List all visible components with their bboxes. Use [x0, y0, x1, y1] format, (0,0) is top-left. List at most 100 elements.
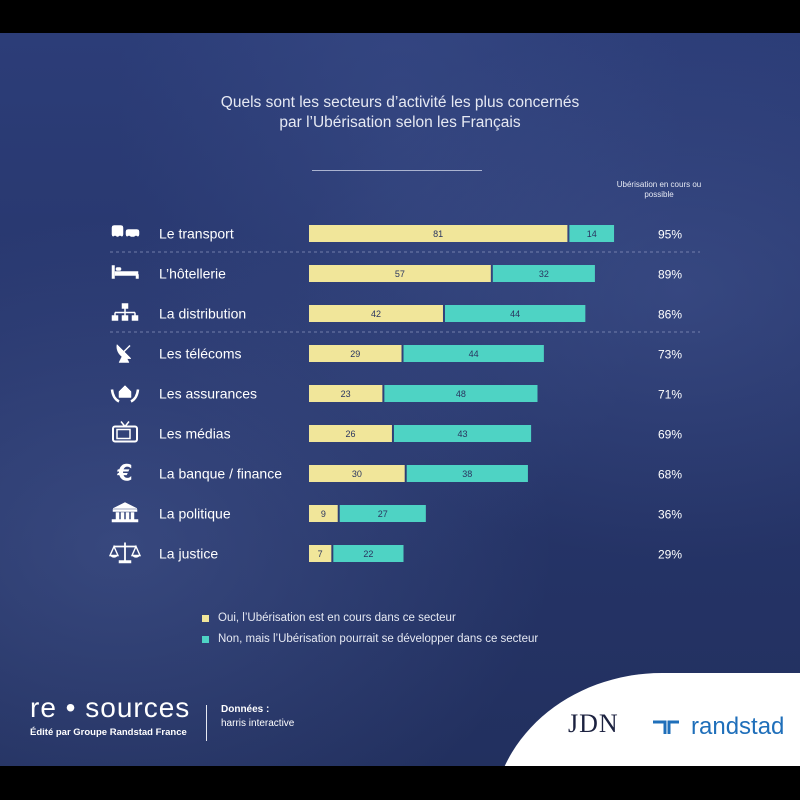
chart-title-line-2: par l’Ubérisation selon les Français — [279, 114, 521, 131]
svg-text:€: € — [116, 462, 132, 487]
bar-label-non: 22 — [363, 549, 373, 559]
legend-item-oui: Oui, l’Ubérisation est en cours dans ce … — [202, 608, 538, 629]
bar-label-oui: 9 — [321, 509, 326, 519]
category-icons: € — [108, 225, 142, 564]
bar-label-non: 43 — [458, 429, 468, 439]
bar-segment-oui — [309, 265, 491, 282]
bar-segment-non — [339, 505, 426, 522]
bar-segment-oui — [309, 305, 443, 322]
source-value: harris interactive — [221, 718, 295, 729]
bar-row: La politique 9 27 36% — [159, 505, 682, 522]
legend-item-non: Non, mais l’Ubérisation pourrait se déve… — [202, 629, 538, 650]
satellite-dish-icon — [116, 343, 132, 363]
bar-label-oui: 30 — [352, 469, 362, 479]
category-label: La politique — [159, 506, 231, 522]
bar-label-non: 38 — [462, 469, 472, 479]
legend: Oui, l’Ubérisation est en cours dans ce … — [202, 608, 538, 650]
bar-label-oui: 81 — [433, 229, 443, 239]
bar-row: La justice 7 22 29% — [159, 545, 682, 562]
bar-segment-non — [393, 425, 532, 442]
bar-segment-oui — [309, 345, 402, 362]
bar-segment-oui — [309, 465, 405, 482]
data-source: Données : harris interactive — [221, 703, 294, 731]
network-icon — [111, 303, 139, 321]
total-percent: 69% — [658, 428, 682, 442]
category-label: Les assurances — [159, 386, 257, 402]
bar-label-non: 44 — [469, 349, 479, 359]
total-column-header: Ubérisation en cours ou possible — [616, 180, 702, 199]
category-label: La distribution — [159, 306, 246, 322]
category-label: Les médias — [159, 426, 231, 442]
bar-row: Les médias 26 43 69% — [159, 425, 682, 442]
bar-label-non: 14 — [587, 229, 597, 239]
stacked-bar-chart: € Le transport 81 14 95% L’hôtellerie 57 32 89%… — [108, 225, 700, 564]
bar-label-oui: 42 — [371, 309, 381, 319]
total-percent: 86% — [658, 308, 682, 322]
bar-segment-non — [492, 265, 595, 282]
category-label: La banque / finance — [159, 466, 282, 482]
bar-label-non: 27 — [378, 509, 388, 519]
government-building-icon — [111, 502, 139, 523]
bar-label-non: 32 — [539, 269, 549, 279]
total-percent: 89% — [658, 268, 682, 282]
randstad-wordmark: randstad — [691, 713, 785, 740]
bar-label-non: 48 — [456, 389, 466, 399]
bar-label-oui: 57 — [395, 269, 405, 279]
total-percent: 73% — [658, 348, 682, 362]
bar-row: Le transport 81 14 95% — [159, 225, 682, 242]
bed-icon — [111, 265, 139, 279]
brand-subtitle: Édité par Groupe Randstad France — [30, 727, 187, 738]
bar-segment-non — [444, 305, 586, 322]
jdn-logo: JDN — [568, 709, 619, 738]
row-separators — [110, 251, 700, 333]
category-label: L’hôtellerie — [159, 266, 226, 282]
bar-row: Les télécoms 29 44 73% — [159, 345, 682, 362]
chart-title-line-1: Quels sont les secteurs d’activité les p… — [220, 94, 580, 111]
bar-label-non: 44 — [510, 309, 520, 319]
legend-label-non: Non, mais l’Ubérisation pourrait se déve… — [218, 633, 539, 645]
bar-segment-non — [406, 465, 528, 482]
house-hands-icon — [110, 385, 140, 403]
source-label: Données : — [221, 704, 270, 715]
bar-segment-oui — [309, 425, 392, 442]
resources-brand: re • sources Édité par Groupe Randstad F… — [30, 692, 191, 739]
euro-icon: € — [116, 462, 132, 487]
title-divider — [312, 170, 482, 171]
bar-segment-non — [403, 345, 544, 362]
bar-segment-oui — [309, 505, 338, 522]
bars: Le transport 81 14 95% L’hôtellerie 57 32 89% La… — [159, 225, 682, 562]
chart-title: Quels sont les secteurs d’activité les p… — [100, 93, 700, 133]
total-percent: 71% — [658, 388, 682, 402]
total-percent: 95% — [658, 228, 682, 242]
category-label: La justice — [159, 546, 218, 562]
footer-divider — [206, 705, 207, 741]
legend-swatch-oui — [202, 615, 209, 622]
legend-swatch-non — [202, 636, 209, 643]
bar-row: L’hôtellerie 57 32 89% — [159, 265, 682, 282]
bar-row: Les assurances 23 48 71% — [159, 385, 682, 402]
bar-label-oui: 26 — [345, 429, 355, 439]
bar-segment-non — [569, 225, 615, 242]
total-percent: 68% — [658, 468, 682, 482]
randstad-mark-icon — [653, 720, 679, 734]
infographic: Quels sont les secteurs d’activité les p… — [0, 33, 800, 766]
bar-segment-oui — [309, 225, 568, 242]
total-percent: 36% — [658, 508, 682, 522]
bar-row: La distribution 42 44 86% — [159, 305, 682, 322]
brand-name: re • sources — [30, 692, 191, 723]
bar-segment-oui — [309, 385, 383, 402]
bar-label-oui: 23 — [341, 389, 351, 399]
total-percent: 29% — [658, 548, 682, 562]
randstad-logo: randstad — [651, 713, 784, 741]
bar-segment-non — [333, 545, 404, 562]
bar-segment-non — [384, 385, 538, 402]
bar-label-oui: 29 — [350, 349, 360, 359]
bar-row: La banque / finance 30 38 68% — [159, 465, 682, 482]
scales-icon — [108, 542, 142, 564]
bar-label-oui: 7 — [318, 549, 323, 559]
tv-icon — [112, 421, 138, 443]
category-label: Le transport — [159, 226, 234, 242]
legend-label-oui: Oui, l’Ubérisation est en cours dans ce … — [218, 612, 456, 624]
category-label: Les télécoms — [159, 346, 241, 362]
bar-segment-oui — [309, 545, 332, 562]
